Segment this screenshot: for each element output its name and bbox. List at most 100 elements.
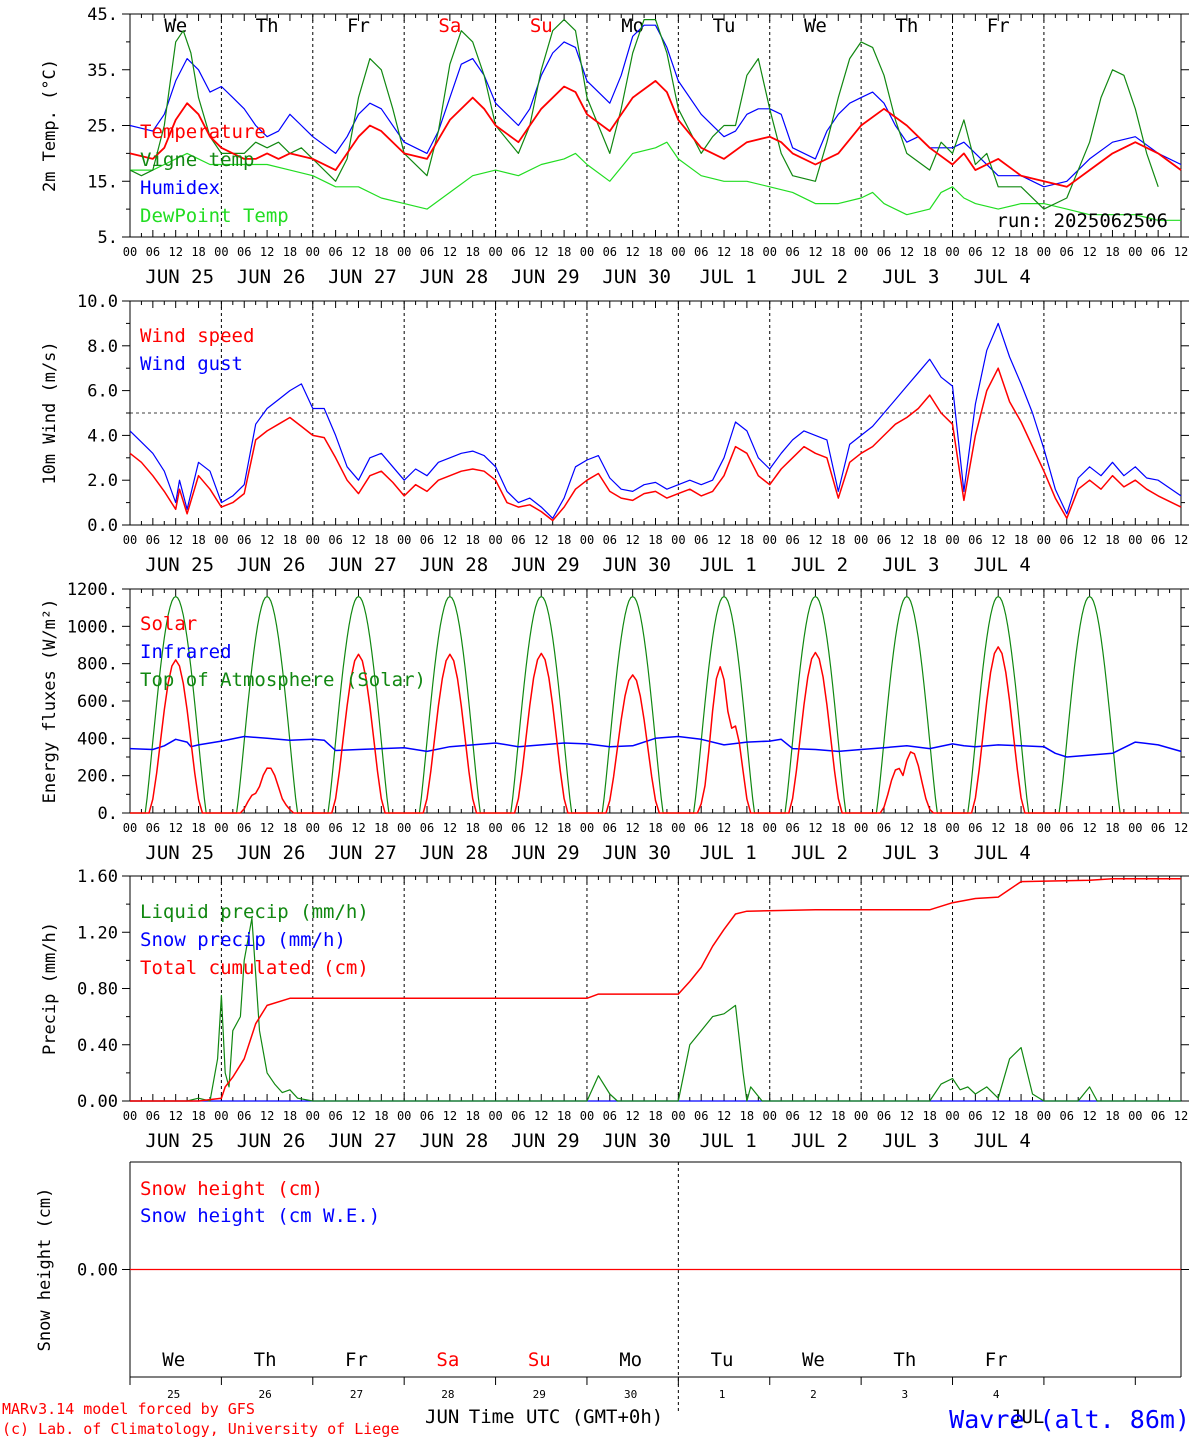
- date-label: JUN 27: [328, 266, 397, 288]
- hour-tick-label: 06: [1151, 1109, 1165, 1123]
- hour-tick-label: 18: [191, 533, 205, 547]
- weekday-label: Mo: [621, 15, 644, 37]
- hour-tick-label: 18: [922, 821, 936, 835]
- station-label: Wavre (alt. 86m): [949, 1405, 1190, 1434]
- hour-tick-label: 00: [945, 1109, 959, 1123]
- date-label: JUN 28: [420, 266, 489, 288]
- hour-tick-label: 12: [534, 821, 548, 835]
- hour-tick-label: 06: [1151, 533, 1165, 547]
- hour-tick-label: 00: [945, 245, 959, 259]
- hour-tick-label: 18: [374, 533, 388, 547]
- hour-tick-label: 12: [808, 1109, 822, 1123]
- date-label: JUL 1: [699, 842, 756, 864]
- hour-tick-label: 00: [1128, 533, 1142, 547]
- hour-tick-label: 00: [214, 1109, 228, 1123]
- date-label: JUN 26: [237, 554, 306, 576]
- hour-tick-label: 12: [991, 533, 1005, 547]
- hour-tick-label: 00: [945, 533, 959, 547]
- hour-tick-label: 00: [1128, 245, 1142, 259]
- day-number: 30: [624, 1388, 637, 1401]
- date-label: JUN 29: [511, 842, 580, 864]
- date-label: JUN 25: [145, 1130, 214, 1152]
- y-tick-label: 8.0: [87, 337, 118, 357]
- hour-tick-label: 18: [191, 1109, 205, 1123]
- weekday-label: Su: [528, 1349, 551, 1371]
- hour-tick-label: 12: [991, 245, 1005, 259]
- date-label: JUN 25: [145, 266, 214, 288]
- hour-tick-label: 06: [237, 1109, 251, 1123]
- hour-tick-label: 00: [580, 821, 594, 835]
- hour-tick-label: 06: [694, 245, 708, 259]
- hour-tick-label: 06: [603, 821, 617, 835]
- hour-tick-label: 18: [283, 245, 297, 259]
- hour-tick-label: 12: [260, 821, 274, 835]
- y-tick-label: 1200.: [67, 580, 118, 600]
- hour-tick-label: 06: [1060, 1109, 1074, 1123]
- hour-tick-label: 12: [351, 533, 365, 547]
- legend-entry: Liquid precip (mm/h): [140, 901, 369, 923]
- legend-entry: Snow height (cm W.E.): [140, 1205, 380, 1227]
- hour-tick-label: 06: [968, 533, 982, 547]
- hour-tick-label: 00: [1037, 245, 1051, 259]
- hour-tick-label: 18: [1105, 533, 1119, 547]
- series-line: [129, 24, 1182, 188]
- hour-tick-label: 12: [900, 1109, 914, 1123]
- date-label: JUN 30: [602, 266, 671, 288]
- hour-tick-label: 00: [306, 1109, 320, 1123]
- hour-tick-label: 06: [146, 1109, 160, 1123]
- y-tick-label: 0.: [98, 804, 118, 824]
- hour-tick-label: 06: [877, 1109, 891, 1123]
- hour-tick-label: 12: [625, 533, 639, 547]
- weekday-label: We: [162, 1349, 185, 1371]
- hour-tick-label: 18: [831, 1109, 845, 1123]
- hour-tick-label: 12: [168, 533, 182, 547]
- hour-tick-label: 06: [420, 533, 434, 547]
- hour-tick-label: 12: [168, 1109, 182, 1123]
- y-tick-label: 6.0: [87, 382, 118, 402]
- series-line: [130, 595, 1136, 814]
- date-label: JUL 3: [882, 266, 939, 288]
- weekday-label: Tu: [711, 1349, 734, 1371]
- date-label: JUL 4: [974, 842, 1031, 864]
- hour-tick-label: 00: [306, 245, 320, 259]
- date-label: JUN 25: [145, 554, 214, 576]
- hour-tick-label: 18: [740, 1109, 754, 1123]
- hour-tick-label: 06: [328, 533, 342, 547]
- hour-tick-label: 00: [671, 533, 685, 547]
- hour-tick-label: 00: [488, 245, 502, 259]
- hour-tick-label: 18: [283, 1109, 297, 1123]
- hour-tick-label: 18: [1014, 245, 1028, 259]
- y-tick-label: 10.0: [77, 292, 118, 312]
- hour-tick-label: 12: [534, 533, 548, 547]
- legend-entry: Top of Atmosphere (Solar): [140, 669, 426, 691]
- hour-tick-label: 06: [603, 533, 617, 547]
- hour-tick-label: 18: [1105, 245, 1119, 259]
- y-tick-label: 1.20: [77, 923, 118, 943]
- weekday-label: Fr: [985, 1349, 1008, 1371]
- series-line: [130, 141, 1181, 221]
- day-number: 3: [902, 1388, 909, 1401]
- temperature-panel: 00 06 12 18 00 06 12 18 00 06 12 18 00 06 12 18 00 06 12 18…: [40, 5, 1189, 288]
- date-label: JUN 27: [328, 1130, 397, 1152]
- hour-tick-label: 06: [237, 533, 251, 547]
- y-axis-title: Snow height (cm): [35, 1188, 55, 1352]
- date-label: JUN 29: [511, 1130, 580, 1152]
- hour-tick-label: 18: [648, 1109, 662, 1123]
- y-axis-title: 2m Temp. (°C): [40, 59, 60, 192]
- series-line: [129, 735, 1182, 758]
- date-label: JUL 1: [699, 554, 756, 576]
- hour-tick-label: 18: [191, 245, 205, 259]
- hour-tick-label: 06: [877, 245, 891, 259]
- hour-tick-label: 06: [420, 245, 434, 259]
- hour-tick-label: 06: [785, 821, 799, 835]
- date-label: JUL 1: [699, 266, 756, 288]
- month-label-left: JUN: [425, 1406, 459, 1428]
- y-tick-label: 600.: [77, 692, 118, 712]
- energy-panel: 00 06 12 18 00 06 12 18 00 06 12 18 00 06 12 18 00 06 12 18…: [40, 580, 1189, 864]
- lab-credit: (c) Lab. of Climatology, University of L…: [2, 1420, 399, 1438]
- weekday-label: We: [802, 1349, 825, 1371]
- date-label: JUL 3: [882, 842, 939, 864]
- hour-tick-label: 12: [625, 1109, 639, 1123]
- date-label: JUL 2: [791, 554, 848, 576]
- hour-tick-label: 12: [900, 245, 914, 259]
